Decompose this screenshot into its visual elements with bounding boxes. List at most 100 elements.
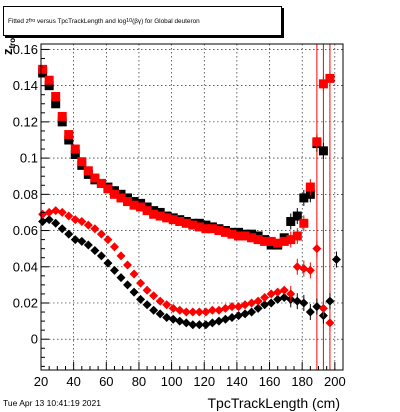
data-point-diamond	[77, 216, 87, 226]
chart-title: Fitted z fro versus TpcTrackLength and lo…	[3, 6, 282, 36]
data-point-diamond	[227, 302, 237, 312]
data-point-square	[109, 189, 119, 199]
y-axis-label: zfro	[0, 38, 17, 55]
data-point-square	[318, 79, 328, 89]
data-point-square	[240, 231, 250, 241]
data-point-square	[123, 197, 133, 207]
x-tick-label: 140	[226, 374, 248, 389]
data-point-diamond	[292, 262, 302, 272]
data-point-diamond	[273, 287, 283, 297]
data-point-diamond	[312, 244, 322, 254]
y-tick-label: 0.14	[13, 78, 38, 93]
data-point-diamond	[188, 320, 198, 330]
title-text-3: (βγ) for Global deuteron	[132, 17, 200, 25]
data-point-diamond	[292, 296, 302, 306]
data-point-square	[299, 193, 309, 203]
data-point-square	[286, 235, 296, 245]
timestamp: Tue Apr 13 10:41:19 2021	[3, 398, 101, 408]
data-point-diamond	[155, 296, 165, 306]
data-point-diamond	[253, 303, 263, 313]
data-point-square	[175, 216, 185, 226]
data-point-diamond	[96, 229, 106, 239]
data-point-diamond	[57, 224, 67, 234]
data-point-diamond	[83, 240, 93, 250]
data-point-square	[83, 166, 93, 176]
data-point-diamond	[305, 265, 315, 275]
data-point-square	[312, 137, 322, 147]
data-point-diamond	[247, 307, 257, 317]
data-point-diamond	[207, 318, 217, 328]
x-axis-label: TpcTrackLength (cm)	[207, 395, 340, 411]
data-point-square	[181, 218, 191, 228]
data-point-diamond	[116, 273, 126, 283]
y-tick-label: 0.16	[13, 42, 38, 57]
data-point-square	[292, 231, 302, 241]
data-point-diamond	[136, 278, 146, 288]
data-point-diamond	[162, 312, 172, 322]
data-point-diamond	[260, 293, 270, 303]
data-point-square	[51, 99, 61, 109]
data-point-square	[103, 184, 113, 194]
data-point-diamond	[279, 293, 289, 303]
data-point-diamond	[194, 320, 204, 330]
data-point-square	[260, 236, 270, 246]
title-text-2: versus TpcTrackLength and log	[36, 17, 127, 25]
data-point-square	[273, 238, 283, 248]
data-point-square	[266, 236, 276, 246]
title-sub: fro	[28, 18, 36, 24]
data-point-diamond	[123, 260, 133, 270]
data-point-diamond	[207, 305, 217, 315]
data-point-square	[155, 211, 165, 221]
data-point-diamond	[181, 307, 191, 317]
data-point-diamond	[266, 289, 276, 299]
data-point-diamond	[286, 289, 296, 299]
data-point-square	[90, 173, 100, 183]
data-point-diamond	[175, 316, 185, 326]
data-point-square	[286, 216, 296, 226]
data-point-diamond	[168, 303, 178, 313]
data-point-diamond	[38, 209, 48, 219]
y-tick-label: 0.02	[13, 295, 38, 310]
data-point-diamond	[305, 307, 315, 317]
data-point-diamond	[247, 298, 257, 308]
data-point-diamond	[57, 207, 67, 217]
data-point-diamond	[90, 245, 100, 255]
data-point-diamond	[299, 298, 309, 308]
data-point-diamond	[64, 211, 74, 221]
data-point-diamond	[325, 296, 335, 306]
data-point-square	[136, 202, 146, 212]
data-point-square	[77, 157, 87, 167]
data-point-square	[116, 193, 126, 203]
data-point-diamond	[44, 207, 54, 217]
data-point-square	[129, 200, 139, 210]
data-point-square	[38, 64, 48, 74]
data-point-square	[253, 235, 263, 245]
data-point-diamond	[142, 300, 152, 310]
data-point-square	[234, 231, 244, 241]
data-point-square	[44, 81, 54, 91]
x-tick-label: 60	[99, 374, 113, 389]
y-tick-label: 0	[31, 332, 38, 347]
data-point-diamond	[96, 251, 106, 261]
data-point-square	[207, 224, 217, 234]
data-point-diamond	[129, 269, 139, 279]
title-sub-2: 10	[126, 18, 133, 24]
data-point-square	[279, 236, 289, 246]
x-tick-label: 180	[291, 374, 313, 389]
data-point-square	[162, 213, 172, 223]
data-point-diamond	[103, 258, 113, 268]
data-point-diamond	[162, 300, 172, 310]
data-point-square	[142, 206, 152, 216]
data-point-diamond	[51, 218, 61, 228]
x-tick-label: 100	[161, 374, 183, 389]
data-point-diamond	[331, 255, 341, 265]
data-point-diamond	[266, 298, 276, 308]
x-tick-label: 20	[34, 374, 48, 389]
data-point-diamond	[181, 318, 191, 328]
data-point-diamond	[44, 215, 54, 225]
data-point-diamond	[175, 305, 185, 315]
y-tick-label: 0.06	[13, 223, 38, 238]
data-point-diamond	[253, 296, 263, 306]
data-point-diamond	[51, 206, 61, 216]
